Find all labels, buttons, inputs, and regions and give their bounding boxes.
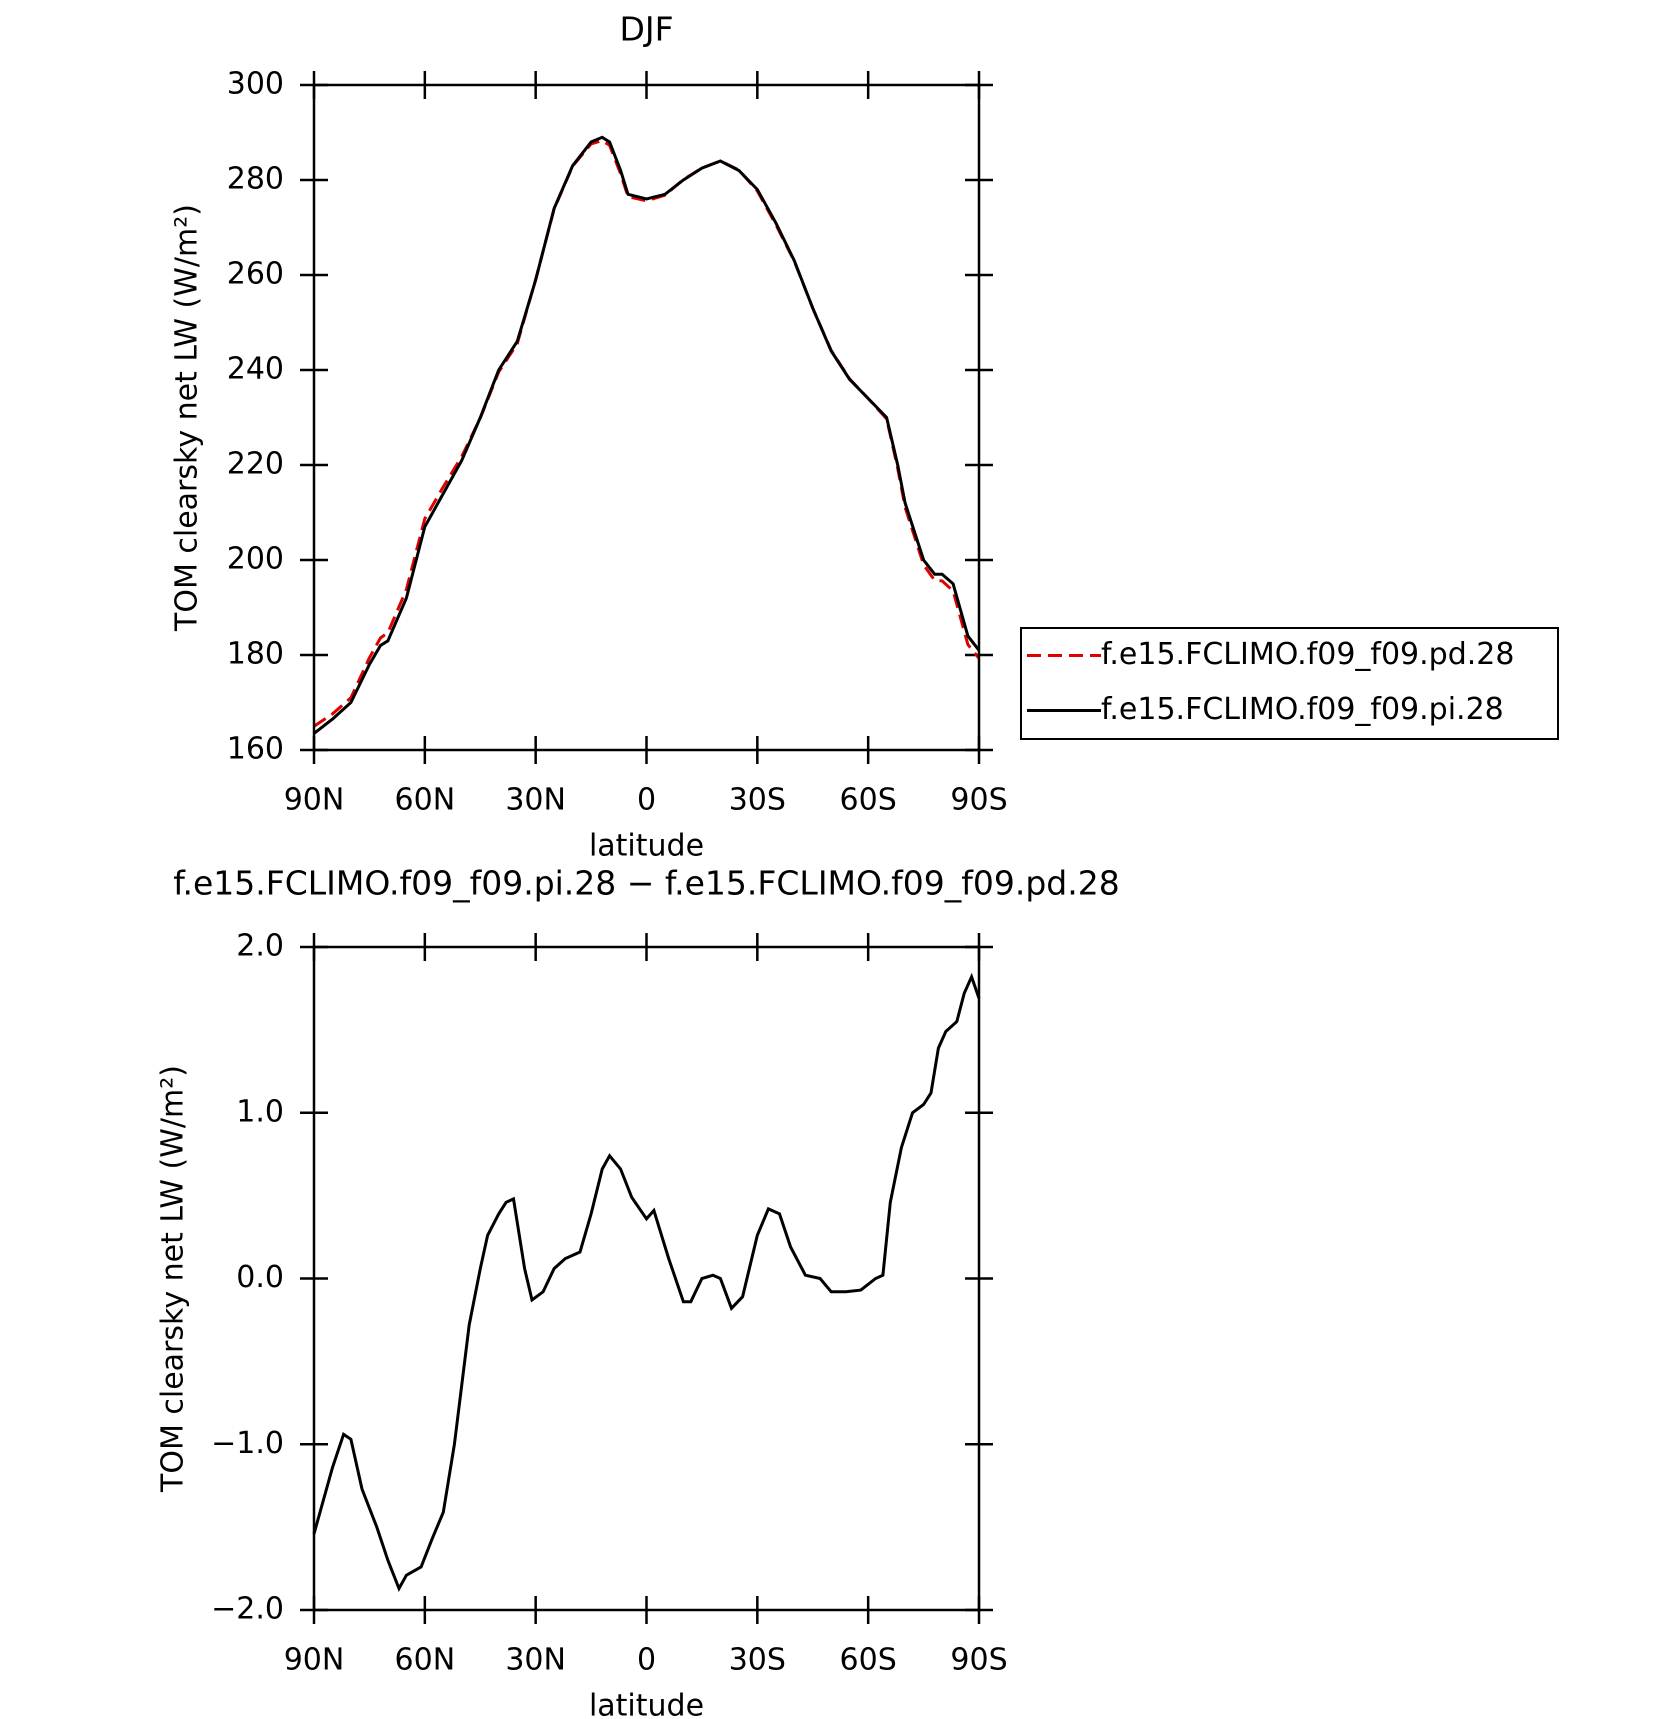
x-tick-label: 60S xyxy=(840,783,897,818)
x-tick-label: 60N xyxy=(395,783,456,818)
legend-label: f.e15.FCLIMO.f09_f09.pi.28 xyxy=(1101,692,1504,727)
y-tick-label: −1.0 xyxy=(211,1426,284,1461)
data-line xyxy=(313,135,981,735)
y-tick-label: 240 xyxy=(227,352,284,387)
chart-title: f.e15.FCLIMO.f09_f09.pi.28 − f.e15.FCLIM… xyxy=(173,864,1119,903)
x-tick-label: 90S xyxy=(950,783,1007,818)
data-line xyxy=(313,138,981,728)
data-line xyxy=(312,972,981,1593)
chart-title: DJF xyxy=(619,10,673,49)
x-tick-label: 90N xyxy=(284,1643,345,1678)
x-tick-label: 60N xyxy=(395,1643,456,1678)
x-tick-label: 30S xyxy=(729,1643,786,1678)
x-tick-label: 90N xyxy=(284,783,345,818)
y-tick-label: 160 xyxy=(227,732,284,767)
y-tick-label: 1.0 xyxy=(236,1094,284,1129)
x-tick-label: 30N xyxy=(505,1643,566,1678)
x-axis-title: latitude xyxy=(589,1689,704,1719)
legend-label: f.e15.FCLIMO.f09_f09.pd.28 xyxy=(1101,637,1514,672)
x-tick-label: 60S xyxy=(840,1643,897,1678)
y-tick-label: −2.0 xyxy=(211,1592,284,1627)
x-axis-title: latitude xyxy=(589,829,704,864)
y-axis-title: TOM clearsky net LW (W/m²) xyxy=(170,204,205,632)
y-tick-label: 300 xyxy=(227,67,284,102)
x-tick-label: 0 xyxy=(637,1643,656,1678)
y-tick-label: 180 xyxy=(227,637,284,672)
y-tick-label: 2.0 xyxy=(236,929,284,964)
x-tick-label: 30S xyxy=(729,783,786,818)
legend-box xyxy=(1020,627,1559,740)
plot: f.e15.FCLIMO.f09_f09.pi.28 − f.e15.FCLIM… xyxy=(156,864,1120,1719)
y-axis-title: TOM clearsky net LW (W/m²) xyxy=(156,1065,191,1493)
y-tick-label: 260 xyxy=(227,257,284,292)
y-tick-label: 200 xyxy=(227,542,284,577)
x-tick-label: 30N xyxy=(505,783,566,818)
y-tick-label: 0.0 xyxy=(236,1260,284,1295)
x-tick-label: 90S xyxy=(950,1643,1007,1678)
x-tick-label: 0 xyxy=(637,783,656,818)
y-tick-label: 220 xyxy=(227,447,284,482)
y-tick-label: 280 xyxy=(227,162,284,197)
plot-frame xyxy=(312,83,981,752)
plot-frame xyxy=(312,945,981,1612)
plot: DJF latitude TOM clearsky net LW (W/m²) 160… xyxy=(170,10,1559,864)
